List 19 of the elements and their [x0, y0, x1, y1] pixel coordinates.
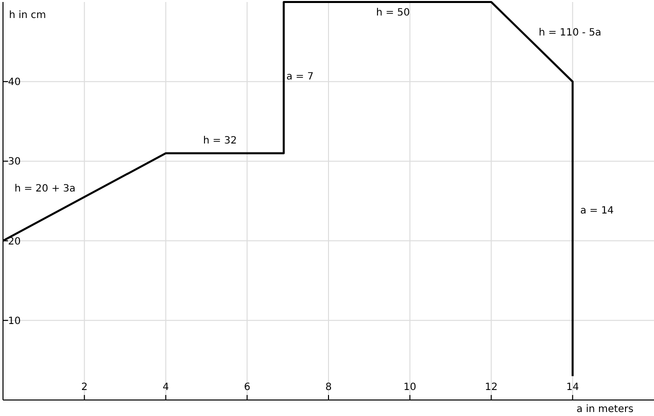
annotation: h = 32 — [203, 136, 237, 146]
x-tick-label: 10 — [404, 382, 416, 393]
x-tick-label: 14 — [566, 382, 579, 393]
x-axis-title: a in meters — [576, 404, 634, 415]
annotation: h = 50 — [376, 8, 410, 18]
annotation: h = 110 - 5a — [538, 28, 602, 38]
annotation: a = 14 — [580, 206, 614, 216]
annotation: a = 7 — [286, 72, 314, 82]
y-tick-label: 20 — [8, 236, 21, 248]
y-axis-title: h in cm — [9, 10, 46, 21]
x-tick-label: 6 — [244, 382, 250, 393]
x-tick-label: 2 — [81, 382, 88, 393]
x-tick-label: 8 — [325, 382, 332, 393]
annotation: h = 20 + 3a — [14, 184, 76, 194]
x-tick-label: 12 — [484, 382, 498, 393]
y-tick-label: 40 — [8, 77, 21, 88]
y-tick-label: 30 — [8, 156, 21, 168]
x-tick-label: 4 — [162, 382, 169, 393]
y-tick-label: 10 — [8, 316, 21, 327]
